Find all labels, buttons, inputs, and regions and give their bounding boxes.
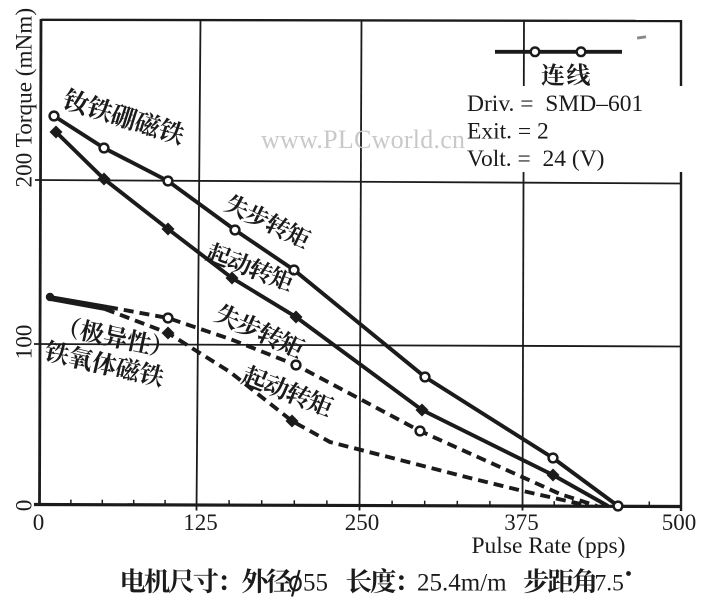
svg-text:Volt. = 24 (V): Volt. = 24 (V) — [467, 146, 605, 172]
svg-text:Pulse Rate (pps): Pulse Rate (pps) — [471, 533, 625, 559]
svg-text:www.PLCworld.cn: www.PLCworld.cn — [261, 125, 465, 154]
svg-text:Exit. = 2: Exit. = 2 — [467, 119, 549, 145]
svg-text:0: 0 — [33, 510, 45, 535]
svg-text:375: 375 — [504, 510, 539, 535]
svg-text:100: 100 — [12, 325, 38, 360]
svg-text:200 Torque (mNm): 200 Torque (mNm) — [12, 8, 38, 188]
svg-text:Driv. = SMD–601: Driv. = SMD–601 — [467, 91, 643, 117]
svg-text:25.4m/m: 25.4m/m — [417, 570, 507, 597]
svg-text:0: 0 — [12, 500, 38, 512]
svg-text:500: 500 — [662, 510, 697, 535]
svg-text:250: 250 — [345, 510, 380, 535]
svg-text:7.5: 7.5 — [595, 571, 624, 597]
svg-text:125: 125 — [183, 510, 218, 535]
svg-text:55: 55 — [303, 570, 328, 597]
